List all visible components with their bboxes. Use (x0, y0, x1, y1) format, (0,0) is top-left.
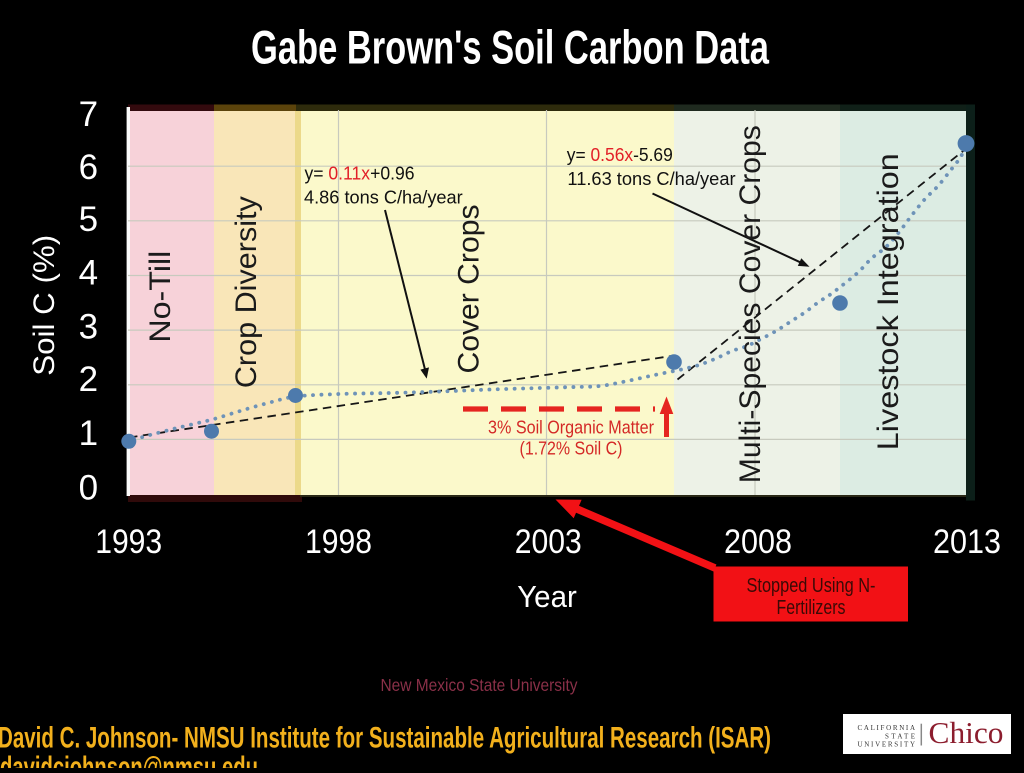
svg-text:4.86 tons C/ha/year: 4.86 tons C/ha/year (304, 188, 463, 208)
svg-text:7: 7 (79, 95, 98, 134)
svg-text:Gabe Brown's Soil Carbon Data: Gabe Brown's Soil Carbon Data (251, 21, 770, 74)
svg-text:4: 4 (79, 254, 98, 293)
svg-text:New Mexico State University: New Mexico State University (381, 675, 578, 695)
svg-text:6: 6 (79, 148, 98, 187)
svg-text:Chico: Chico (929, 715, 1004, 750)
svg-text:2003: 2003 (515, 523, 582, 561)
svg-text:CALIFORNIA: CALIFORNIA (858, 724, 916, 732)
svg-text:(1.72% Soil C): (1.72% Soil C) (520, 439, 623, 459)
svg-text:Stopped Using N-: Stopped Using N- (747, 575, 876, 597)
svg-text:y= 0.11x+0.96: y= 0.11x+0.96 (305, 164, 415, 184)
svg-text:3% Soil Organic Matter: 3% Soil Organic Matter (488, 418, 654, 438)
svg-text:y= 0.56x-5.69: y= 0.56x-5.69 (567, 145, 673, 165)
svg-text:STATE: STATE (885, 733, 915, 741)
svg-text:2013: 2013 (933, 523, 1001, 561)
svg-text:2: 2 (79, 360, 98, 399)
svg-text:1: 1 (79, 414, 98, 453)
svg-text:5: 5 (79, 200, 98, 239)
svg-text:Soil C (%): Soil C (%) (28, 235, 61, 376)
svg-text:3: 3 (79, 308, 98, 347)
svg-text:davidcjohnson@nmsu.edu: davidcjohnson@nmsu.edu (0, 751, 258, 768)
svg-text:Crop Diversity: Crop Diversity (230, 196, 263, 388)
svg-text:Multi-Species Cover Crops: Multi-Species Cover Crops (734, 125, 767, 483)
svg-text:Livestock Integration: Livestock Integration (872, 153, 905, 450)
svg-text:1993: 1993 (95, 523, 162, 561)
svg-text:David C. Johnson- NMSU Institu: David C. Johnson- NMSU Institute for Sus… (0, 722, 771, 755)
svg-text:1998: 1998 (305, 523, 372, 561)
svg-text:0: 0 (79, 469, 98, 508)
svg-text:Year: Year (517, 579, 577, 614)
svg-text:11.63 tons C/ha/year: 11.63 tons C/ha/year (567, 169, 735, 189)
svg-text:No-Till: No-Till (144, 251, 177, 343)
svg-text:2008: 2008 (724, 523, 792, 561)
svg-text:Fertilizers: Fertilizers (777, 597, 846, 619)
svg-text:Cover Crops: Cover Crops (453, 205, 486, 374)
